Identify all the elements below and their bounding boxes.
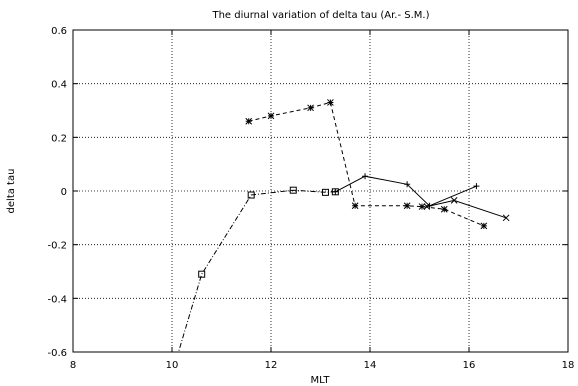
x-tick-label: 12	[265, 360, 278, 371]
series-group	[177, 99, 510, 352]
x-tick-label: 8	[70, 360, 76, 371]
data-point	[245, 117, 253, 125]
data-point	[502, 214, 510, 222]
data-point	[473, 183, 480, 190]
x-tick-label: 14	[364, 360, 377, 371]
data-point	[404, 181, 411, 188]
data-point	[289, 186, 297, 194]
series-1	[177, 186, 339, 352]
grid	[73, 30, 568, 352]
data-point	[440, 205, 448, 213]
y-tick-label: 0.2	[51, 133, 67, 144]
series-line	[248, 101, 485, 227]
y-tick-label: -0.6	[47, 348, 67, 359]
data-point	[332, 188, 339, 195]
data-point	[321, 188, 329, 196]
data-point	[418, 203, 426, 210]
data-point	[403, 202, 411, 210]
data-point	[423, 203, 431, 210]
y-tick-label: 0.4	[51, 80, 67, 91]
data-point	[267, 112, 275, 120]
series-line	[426, 199, 507, 219]
data-point	[198, 270, 206, 278]
data-point	[327, 99, 334, 106]
data-point	[351, 202, 359, 210]
y-axis-label: delta tau	[6, 169, 17, 214]
y-tick-label: 0	[61, 187, 67, 198]
y-tick-label: -0.2	[47, 241, 67, 252]
series-line	[177, 189, 336, 352]
x-tick-label: 16	[463, 360, 476, 371]
x-tick-label: 10	[166, 360, 179, 371]
series-3	[245, 99, 488, 230]
data-point	[247, 191, 255, 199]
data-point	[480, 222, 488, 230]
series-4	[423, 197, 510, 222]
x-tick-label: 18	[562, 360, 575, 371]
data-point	[307, 104, 314, 112]
y-tick-label: -0.4	[47, 294, 67, 305]
data-point	[362, 173, 369, 180]
data-point	[450, 197, 458, 204]
ticks: 8 10 12 14 16 18 -0.6 -0.4 -0.2 0 0.2 0.4 0.6	[47, 26, 574, 371]
chart-title: The diurnal variation of delta tau (Ar.-…	[211, 10, 429, 21]
y-tick-label: 0.6	[51, 26, 67, 37]
x-axis-label: MLT	[311, 375, 331, 386]
